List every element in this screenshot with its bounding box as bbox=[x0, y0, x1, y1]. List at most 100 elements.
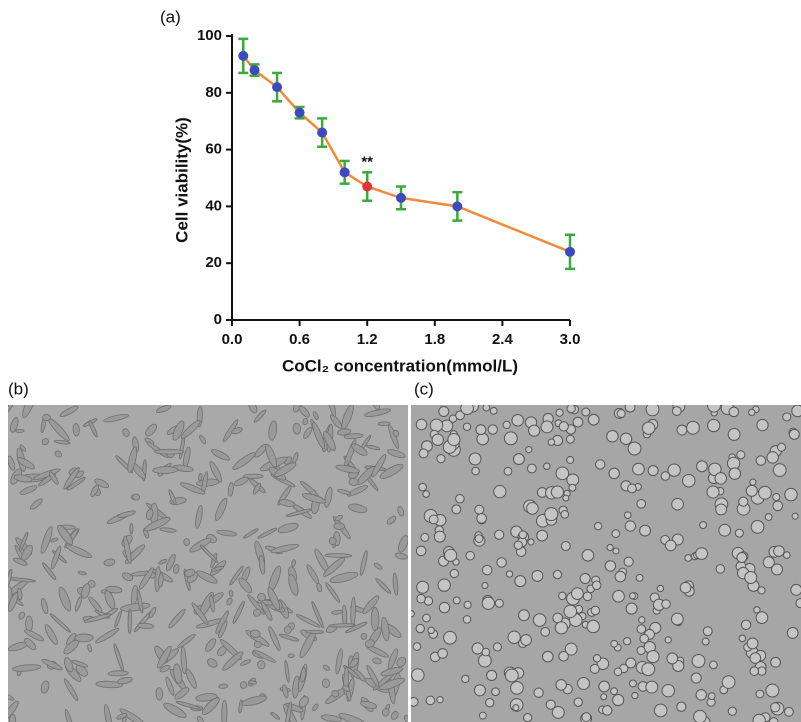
cell bbox=[375, 578, 392, 594]
cell bbox=[474, 504, 485, 515]
cell bbox=[773, 545, 785, 557]
cell bbox=[19, 485, 38, 495]
cell bbox=[349, 657, 359, 668]
cell bbox=[540, 627, 551, 637]
cell bbox=[568, 483, 577, 492]
cell bbox=[708, 462, 722, 477]
cell bbox=[371, 454, 387, 478]
cell bbox=[232, 452, 256, 470]
cell bbox=[298, 405, 310, 418]
cell bbox=[455, 493, 465, 504]
cell bbox=[282, 684, 289, 699]
cell bbox=[324, 553, 352, 558]
cell bbox=[292, 422, 302, 435]
cell bbox=[756, 418, 769, 432]
cell bbox=[487, 424, 498, 435]
cell bbox=[40, 526, 53, 554]
cell bbox=[351, 443, 368, 456]
cell bbox=[71, 660, 89, 668]
x-tick-label: 1.8 bbox=[424, 331, 445, 348]
cell bbox=[40, 680, 50, 694]
cell bbox=[555, 466, 570, 481]
cell bbox=[696, 460, 708, 473]
cell bbox=[671, 406, 682, 416]
cell bbox=[209, 461, 223, 483]
cell bbox=[544, 507, 559, 522]
cell bbox=[606, 429, 619, 443]
cell bbox=[243, 528, 259, 539]
panel-label: (a) bbox=[160, 7, 181, 26]
cell bbox=[481, 647, 491, 657]
cell bbox=[788, 428, 800, 440]
cell bbox=[523, 713, 533, 722]
cell bbox=[58, 586, 72, 612]
cell bbox=[104, 704, 113, 722]
cell bbox=[795, 598, 801, 609]
cell bbox=[728, 406, 740, 418]
cell bbox=[257, 527, 278, 539]
cell bbox=[749, 478, 757, 486]
y-tick-label: 60 bbox=[205, 141, 222, 158]
cell bbox=[323, 557, 346, 577]
cell bbox=[639, 633, 649, 644]
cell bbox=[284, 660, 290, 683]
cell bbox=[676, 701, 687, 712]
cell bbox=[686, 420, 700, 435]
cell bbox=[233, 476, 249, 487]
x-tick-label: 0.6 bbox=[289, 331, 310, 348]
cell bbox=[209, 594, 215, 613]
cell bbox=[180, 420, 201, 439]
cell bbox=[95, 627, 120, 644]
cell bbox=[217, 646, 227, 657]
cell bbox=[330, 414, 343, 429]
cell bbox=[253, 649, 276, 663]
cell bbox=[247, 594, 265, 615]
cell bbox=[81, 583, 91, 599]
cell bbox=[218, 620, 228, 639]
cell bbox=[184, 568, 196, 578]
cell bbox=[462, 615, 472, 624]
point bbox=[339, 167, 350, 178]
cell bbox=[510, 681, 524, 695]
cell bbox=[750, 519, 765, 534]
cell bbox=[503, 431, 518, 446]
cell bbox=[74, 595, 83, 612]
cell bbox=[513, 540, 523, 550]
cell bbox=[267, 587, 280, 611]
cell bbox=[701, 637, 710, 646]
cell bbox=[560, 510, 570, 519]
cell bbox=[667, 463, 681, 477]
cell bbox=[629, 592, 637, 600]
cell bbox=[302, 418, 309, 426]
cell bbox=[690, 672, 702, 684]
cell bbox=[586, 619, 600, 634]
cell bbox=[114, 610, 122, 628]
cell bbox=[278, 633, 300, 642]
cell bbox=[411, 697, 419, 707]
cell bbox=[623, 556, 634, 567]
cell bbox=[641, 662, 656, 677]
cell bbox=[173, 564, 180, 574]
cell bbox=[63, 657, 74, 673]
cell bbox=[88, 596, 103, 613]
y-tick-label: 80 bbox=[205, 84, 222, 101]
y-tick-label: 40 bbox=[205, 197, 222, 214]
cell bbox=[394, 552, 408, 560]
cell bbox=[765, 683, 780, 698]
cell bbox=[566, 405, 576, 414]
cell bbox=[95, 680, 124, 689]
cell bbox=[562, 494, 570, 502]
cell bbox=[542, 650, 554, 663]
cell bbox=[619, 432, 633, 445]
cell bbox=[707, 692, 716, 700]
cell bbox=[10, 417, 19, 433]
cell bbox=[558, 421, 569, 432]
cell bbox=[786, 627, 799, 639]
cell bbox=[379, 463, 404, 479]
cell bbox=[587, 413, 600, 426]
cell bbox=[425, 695, 436, 706]
cell bbox=[74, 633, 94, 643]
cell bbox=[590, 605, 601, 616]
cell bbox=[63, 639, 79, 655]
cell bbox=[632, 462, 645, 476]
